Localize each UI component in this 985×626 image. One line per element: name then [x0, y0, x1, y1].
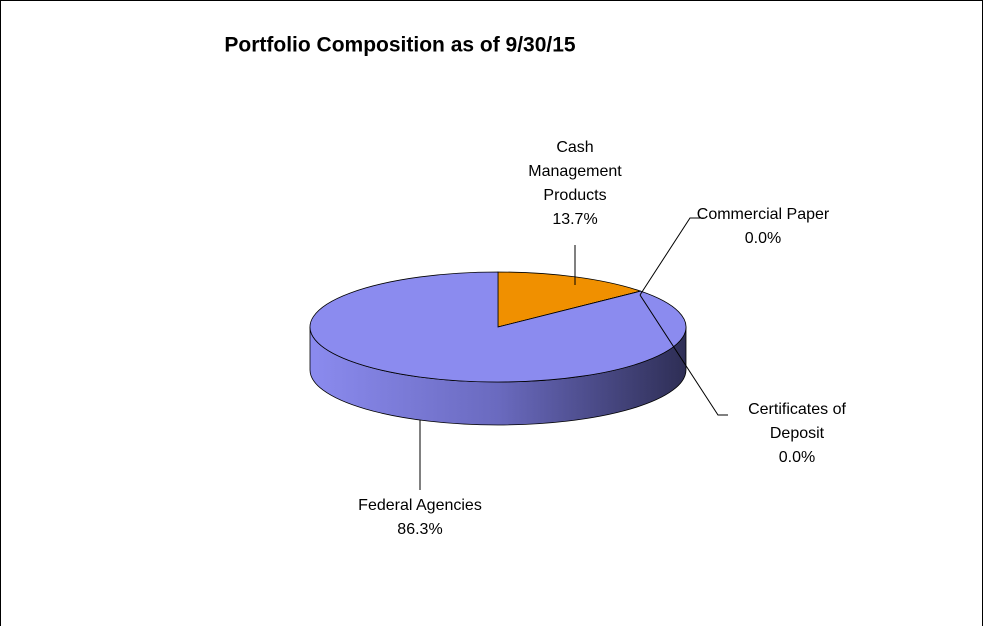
label-value: 86.3% — [397, 521, 443, 538]
label-name: Certificates of Deposit — [748, 401, 846, 442]
data-label: Certificates of Deposit 0.0% — [727, 398, 867, 470]
label-value: 0.0% — [778, 449, 816, 466]
label-name: Federal Agencies — [358, 497, 482, 514]
label-value: 0.0% — [744, 230, 782, 247]
chart-title: Portfolio Composition as of 9/30/15 — [224, 34, 576, 57]
leader-line — [639, 294, 728, 416]
data-label: Commercial Paper 0.0% — [697, 203, 829, 251]
label-value: 13.7% — [552, 211, 598, 228]
label-name: Commercial Paper — [696, 206, 830, 223]
pie-slice — [497, 271, 642, 328]
label-name: Cash Management Products — [528, 139, 622, 204]
pie-slice — [309, 271, 687, 383]
leader-line — [639, 217, 705, 296]
data-label: Cash Management Products 13.7% — [519, 136, 631, 232]
data-label: Federal Agencies 86.3% — [358, 494, 482, 542]
